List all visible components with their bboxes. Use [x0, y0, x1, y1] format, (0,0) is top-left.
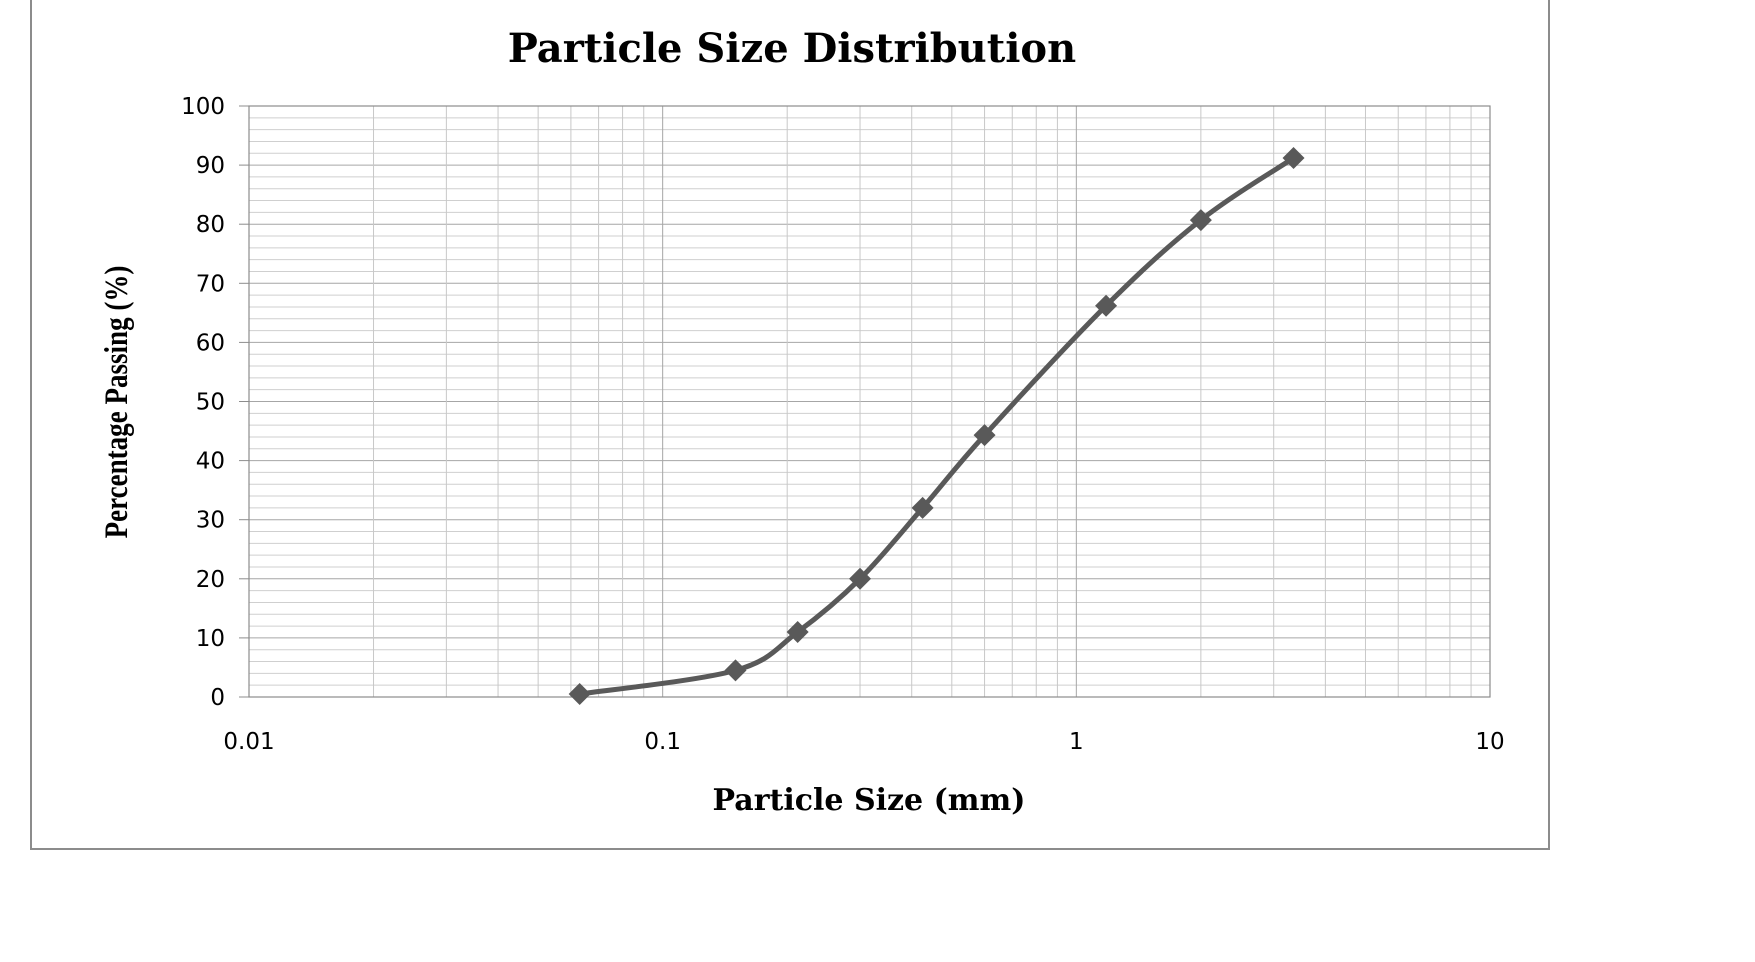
data-point-marker	[1282, 147, 1305, 170]
y-tick-label: 100	[181, 94, 225, 120]
data-point-marker	[973, 424, 996, 447]
y-tick-label: 80	[196, 212, 225, 238]
x-axis-label: Particle Size (mm)	[713, 783, 1026, 818]
data-point-marker	[724, 659, 747, 682]
x-tick-label: 1	[1069, 729, 1084, 755]
particle-size-chart: Particle Size Distribution 0 10 20 30 40 50 60…	[97, 25, 1504, 818]
y-tick-label: 10	[196, 626, 225, 652]
y-tick-label: 60	[196, 330, 225, 356]
y-tick-labels: 0 10 20 30 40 50 60 70 80 90 100	[181, 94, 225, 711]
data-point-marker	[849, 567, 872, 590]
chart-title: Particle Size Distribution	[508, 25, 1076, 72]
series-layer	[568, 147, 1305, 706]
x-tick-label: 10	[1475, 729, 1504, 755]
series-line	[579, 155, 1295, 697]
data-point-marker	[911, 496, 934, 519]
y-tick-label: 0	[210, 685, 225, 711]
data-point-marker	[786, 620, 809, 643]
y-tick-label: 20	[196, 567, 225, 593]
data-point-marker	[1095, 294, 1118, 317]
x-tick-label: 0.1	[644, 729, 681, 755]
chart-frame: Particle Size Distribution 0 10 20 30 40 50 60…	[30, 0, 1550, 850]
x-tick-labels: 0.01 0.1 1 10	[223, 729, 1504, 755]
data-point-marker	[1189, 209, 1212, 232]
y-axis-label: Percentage Passing (%)	[97, 266, 134, 539]
x-tick-label: 0.01	[223, 729, 274, 755]
axes	[239, 105, 1491, 698]
y-tick-label: 30	[196, 508, 225, 534]
y-tick-label: 50	[196, 390, 225, 416]
y-tick-label: 40	[196, 449, 225, 475]
grid	[249, 105, 1490, 698]
y-tick-label: 90	[196, 153, 225, 179]
data-point-marker	[568, 683, 591, 706]
y-tick-label: 70	[196, 271, 225, 297]
